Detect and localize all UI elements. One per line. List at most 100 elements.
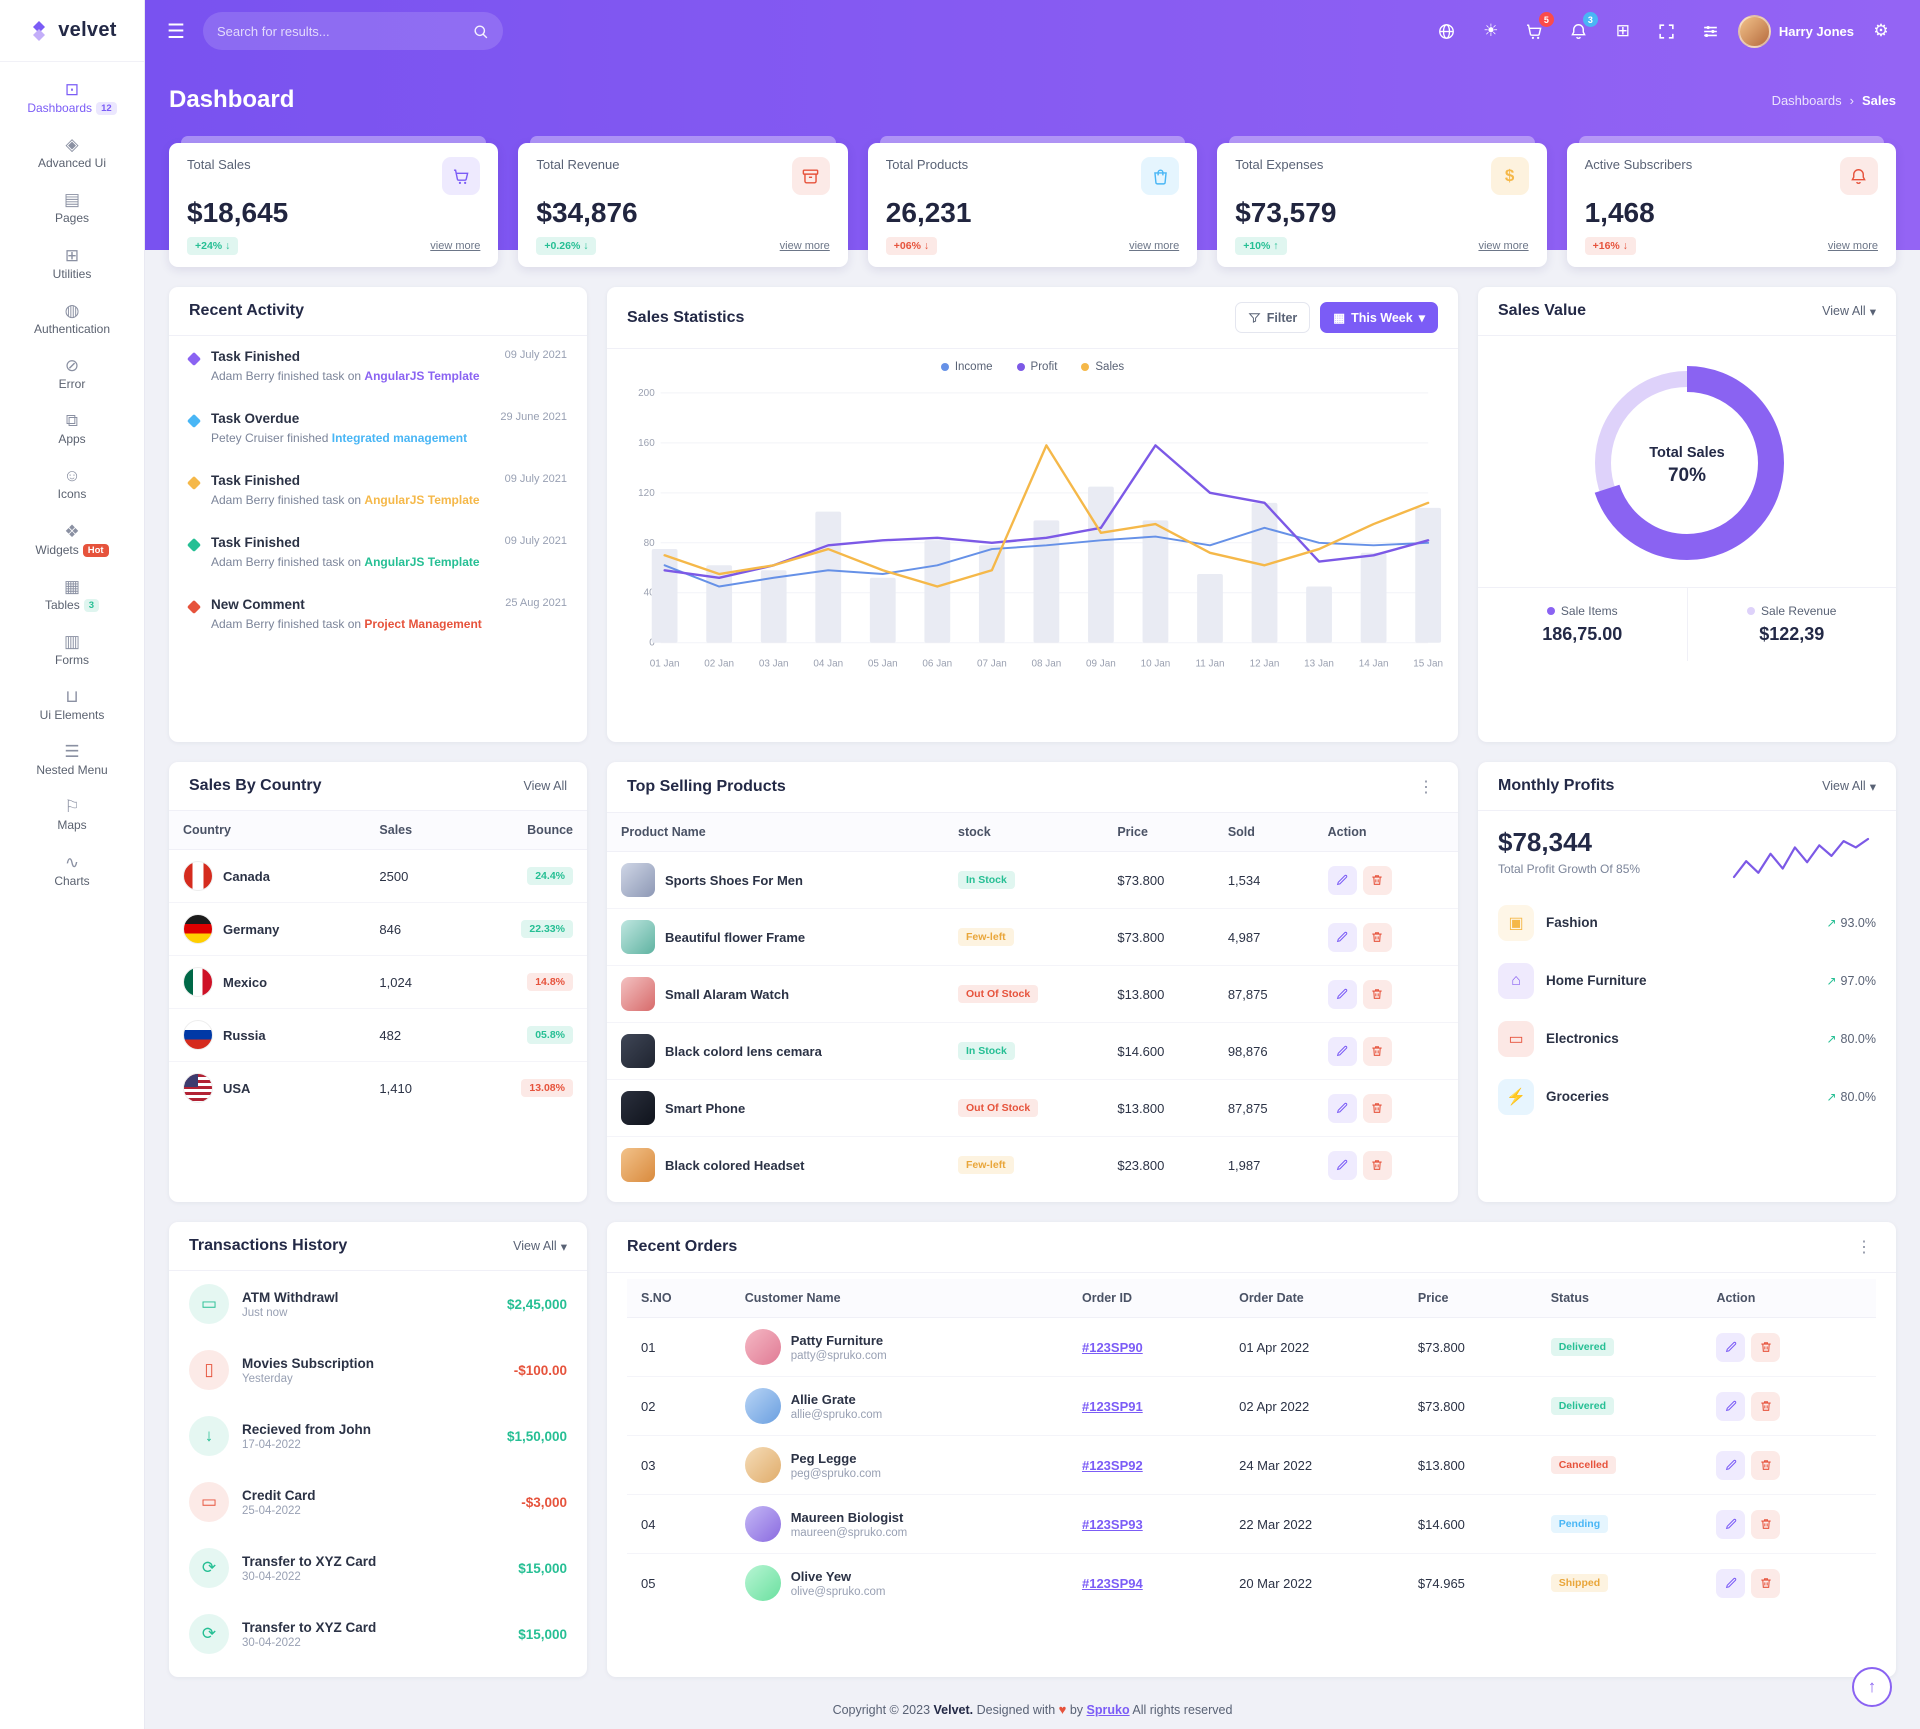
edit-button[interactable]	[1716, 1568, 1746, 1598]
sidebar-item-error[interactable]: ⊘ Error	[58, 355, 86, 391]
fashion-icon: ▣	[1498, 905, 1534, 941]
sidebar-item-tables[interactable]: ▦ Tables 3	[4, 569, 140, 621]
ui-elements-icon: ⊔	[65, 687, 79, 707]
activity-link[interactable]: AngularJS Template	[364, 493, 480, 507]
delete-button[interactable]	[1362, 1150, 1392, 1180]
kebab-menu-icon[interactable]: ⋮	[1418, 779, 1434, 796]
settings-button[interactable]: ⚙	[1864, 14, 1898, 48]
stock-badge: In Stock	[958, 871, 1015, 889]
svg-text:10 Jan: 10 Jan	[1141, 659, 1171, 670]
activity-item: Task Finished Adam Berry finished task o…	[169, 460, 587, 522]
delete-button[interactable]	[1751, 1568, 1781, 1598]
sidebar-item-widgets[interactable]: ❖ Widgets Hot	[4, 514, 140, 566]
card-title: Recent Orders	[627, 1238, 738, 1255]
funnel-icon	[1248, 313, 1261, 323]
activity-item: New Comment Adam Berry finished task on …	[169, 584, 587, 646]
order-id-link[interactable]: #123SP94	[1081, 1575, 1143, 1591]
view-more-link[interactable]: view more	[430, 240, 481, 252]
sidebar-item-charts[interactable]: ∿ Charts	[54, 852, 90, 888]
fullscreen-button[interactable]	[1650, 14, 1684, 48]
card-title: Sales Statistics	[627, 308, 745, 326]
bounce-badge: 05.8%	[527, 1026, 573, 1044]
view-all-link[interactable]: View All ▾	[1822, 304, 1876, 319]
cart-button[interactable]: 5	[1518, 12, 1554, 48]
date-range-button[interactable]: ▦ This Week ▾	[1320, 302, 1438, 333]
kebab-menu-icon[interactable]: ⋮	[1856, 1239, 1872, 1256]
main: ☰ ☀ 5 3 ⊞	[145, 0, 1920, 1729]
breadcrumb-dashboards[interactable]: Dashboards	[1771, 92, 1842, 108]
sale-revenue-value: $122,39	[1759, 624, 1825, 644]
activity-link[interactable]: AngularJS Template	[364, 555, 480, 569]
activity-link[interactable]: AngularJS Template	[364, 369, 480, 383]
page-header: Dashboard Dashboards › Sales	[145, 62, 1920, 114]
stat-card-total-revenue: Total Revenue $34,876 +0.26% ↓ view more	[518, 136, 848, 267]
stats-row: Total Sales $18,645 +24% ↓ view more Tota…	[169, 136, 1896, 267]
order-id-link[interactable]: #123SP93	[1081, 1516, 1143, 1532]
view-all-link[interactable]: View All	[523, 779, 567, 793]
theme-toggle-button[interactable]: ☀	[1474, 14, 1508, 48]
order-id-link[interactable]: #123SP90	[1081, 1339, 1143, 1355]
delete-button[interactable]	[1751, 1450, 1781, 1480]
edit-button[interactable]	[1716, 1332, 1746, 1362]
search-input[interactable]	[216, 23, 472, 39]
edit-button[interactable]	[1327, 922, 1357, 952]
delete-button[interactable]	[1362, 1036, 1392, 1066]
edit-button[interactable]	[1716, 1450, 1746, 1480]
scroll-to-top-button[interactable]: ↑	[1852, 1667, 1892, 1707]
sidebar-item-pages[interactable]: ▤ Pages	[54, 190, 90, 226]
apps-grid-button[interactable]: ⊞	[1606, 14, 1640, 48]
pencil-icon	[1336, 988, 1348, 1000]
monthly-profit-amount: $78,344	[1498, 827, 1592, 857]
sidebar-item-ui-elements[interactable]: ⊔ Ui Elements	[39, 687, 105, 723]
sidebar-item-icons[interactable]: ☺ Icons	[57, 466, 87, 502]
delete-button[interactable]	[1751, 1509, 1781, 1539]
search-bar[interactable]	[202, 12, 503, 50]
view-more-link[interactable]: view more	[1827, 240, 1878, 252]
sidebar-item-forms[interactable]: ▥ Forms	[55, 631, 89, 667]
activity-link[interactable]: Project Management	[364, 617, 482, 631]
sidebar-item-nested-menu[interactable]: ☰ Nested Menu	[36, 742, 108, 778]
sidebar-item-utilities[interactable]: ⊞ Utilities	[52, 245, 92, 281]
sidebar-item-apps[interactable]: ⧉ Apps	[58, 411, 86, 447]
delete-button[interactable]	[1362, 922, 1392, 952]
view-all-link[interactable]: View All ▾	[513, 1239, 567, 1254]
language-button[interactable]	[1430, 14, 1464, 48]
edit-button[interactable]	[1327, 865, 1357, 895]
designer-link[interactable]: Spruko	[1086, 1703, 1130, 1717]
view-all-link[interactable]: View All ▾	[1822, 779, 1876, 794]
delete-button[interactable]	[1751, 1332, 1781, 1362]
edit-button[interactable]	[1716, 1509, 1746, 1539]
svg-text:08 Jan: 08 Jan	[1032, 659, 1062, 670]
brand-logo[interactable]: velvet	[0, 0, 144, 62]
delete-button[interactable]	[1362, 979, 1392, 1009]
edit-button[interactable]	[1327, 1036, 1357, 1066]
sidebar-item-maps[interactable]: ⚐ Maps	[57, 797, 87, 833]
order-id-link[interactable]: #123SP92	[1081, 1457, 1143, 1473]
home-furniture-icon: ⌂	[1498, 963, 1534, 999]
sidebar-item-advanced-ui[interactable]: ◈ Advanced Ui	[37, 135, 107, 171]
order-id-link[interactable]: #123SP91	[1081, 1398, 1143, 1414]
switcher-button[interactable]	[1694, 14, 1728, 48]
sidebar-item-dashboards[interactable]: ⊡ Dashboards 12	[4, 72, 140, 124]
view-more-link[interactable]: view more	[1129, 240, 1180, 252]
menu-toggle-icon[interactable]: ☰	[167, 20, 185, 43]
user-menu[interactable]: Harry Jones	[1737, 14, 1854, 48]
card-title: Transactions History	[189, 1237, 348, 1254]
notifications-button[interactable]: 3	[1562, 12, 1598, 48]
edit-button[interactable]	[1327, 979, 1357, 1009]
delete-button[interactable]	[1751, 1391, 1781, 1421]
edit-button[interactable]	[1327, 1150, 1357, 1180]
edit-button[interactable]	[1716, 1391, 1746, 1421]
activity-link[interactable]: Integrated management	[331, 431, 468, 445]
delete-button[interactable]	[1362, 1093, 1392, 1123]
legend-dot-profit	[1016, 363, 1025, 371]
filter-button[interactable]: Filter	[1234, 302, 1311, 333]
edit-button[interactable]	[1327, 1093, 1357, 1123]
delete-button[interactable]	[1362, 865, 1392, 895]
search-icon[interactable]	[472, 23, 489, 40]
view-more-link[interactable]: view more	[779, 240, 830, 252]
shopping-bag-icon	[1141, 157, 1180, 195]
sidebar-item-authentication[interactable]: ◍ Authentication	[33, 300, 111, 336]
view-more-link[interactable]: view more	[1478, 240, 1529, 252]
table-row: 01 Patty Furniture patty@spruko.com #123S…	[627, 1317, 1876, 1377]
